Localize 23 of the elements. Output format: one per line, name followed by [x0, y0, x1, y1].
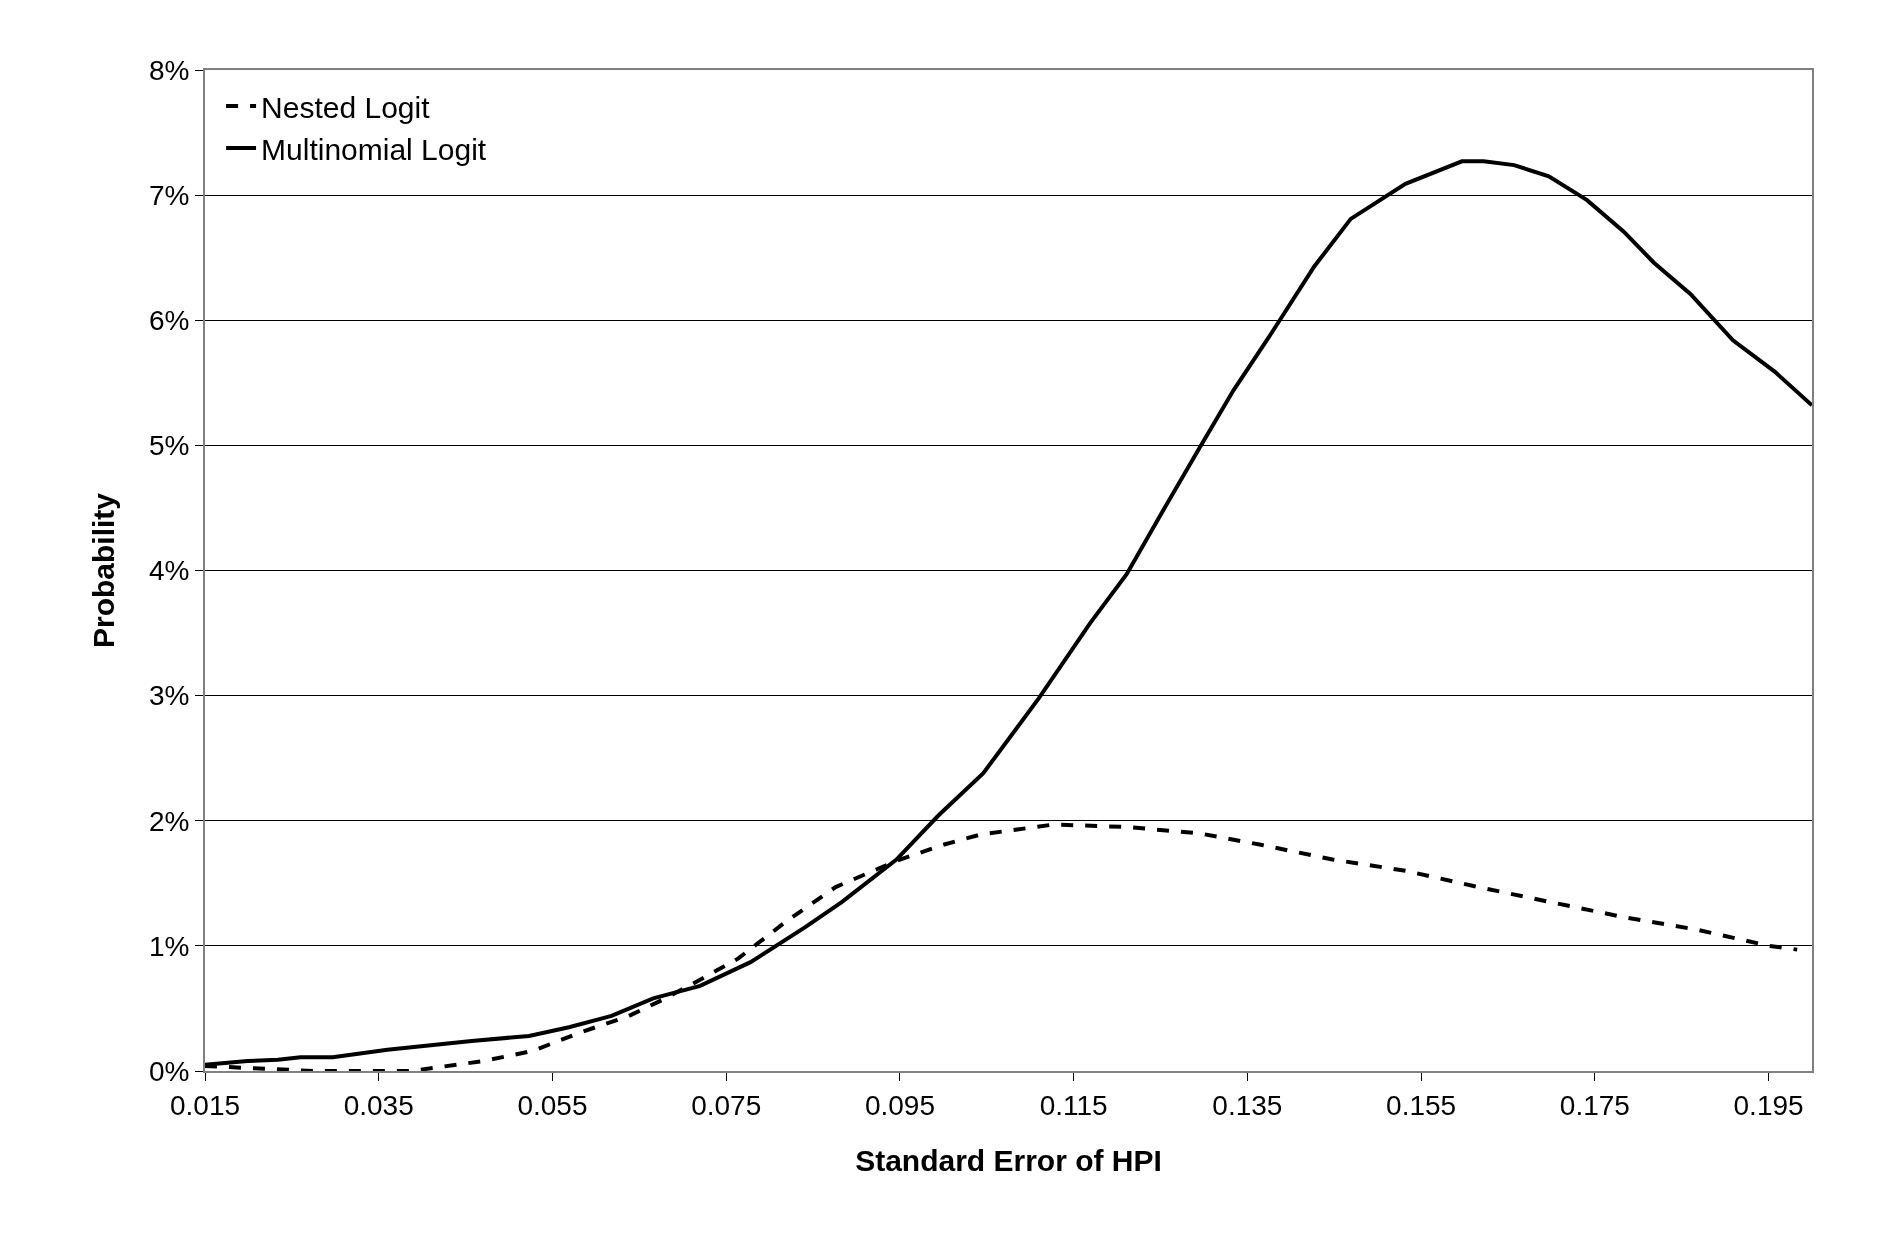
- legend-label: Multinomial Logit: [261, 132, 487, 166]
- x-tick-label: 0.095: [864, 1089, 935, 1121]
- x-tick-label: 0.155: [1386, 1089, 1457, 1121]
- y-tick-label: 8%: [148, 54, 190, 86]
- y-tick-label: 0%: [148, 1055, 190, 1087]
- x-tick-label: 0.075: [691, 1089, 762, 1121]
- x-tick-label: 0.035: [343, 1089, 414, 1121]
- legend-label: Nested Logit: [261, 90, 431, 124]
- y-tick-label: 6%: [148, 305, 190, 337]
- x-tick-label: 0.115: [1039, 1089, 1108, 1121]
- y-tick-label: 4%: [148, 555, 190, 587]
- y-tick-label: 5%: [148, 430, 190, 462]
- y-tick-label: 1%: [148, 930, 190, 962]
- y-tick-label: 7%: [148, 179, 190, 211]
- y-tick-label: 3%: [148, 680, 190, 712]
- x-tick-label: 0.135: [1212, 1089, 1283, 1121]
- x-tick-label: 0.055: [517, 1089, 588, 1121]
- x-tick-label: 0.175: [1559, 1089, 1630, 1121]
- y-tick-label: 2%: [148, 805, 190, 837]
- x-tick-label: 0.195: [1733, 1089, 1804, 1121]
- x-tick-label: 0.015: [169, 1089, 241, 1121]
- y-axis-title: Probability: [87, 492, 121, 649]
- x-axis-title: Standard Error of HPI: [855, 1143, 1162, 1177]
